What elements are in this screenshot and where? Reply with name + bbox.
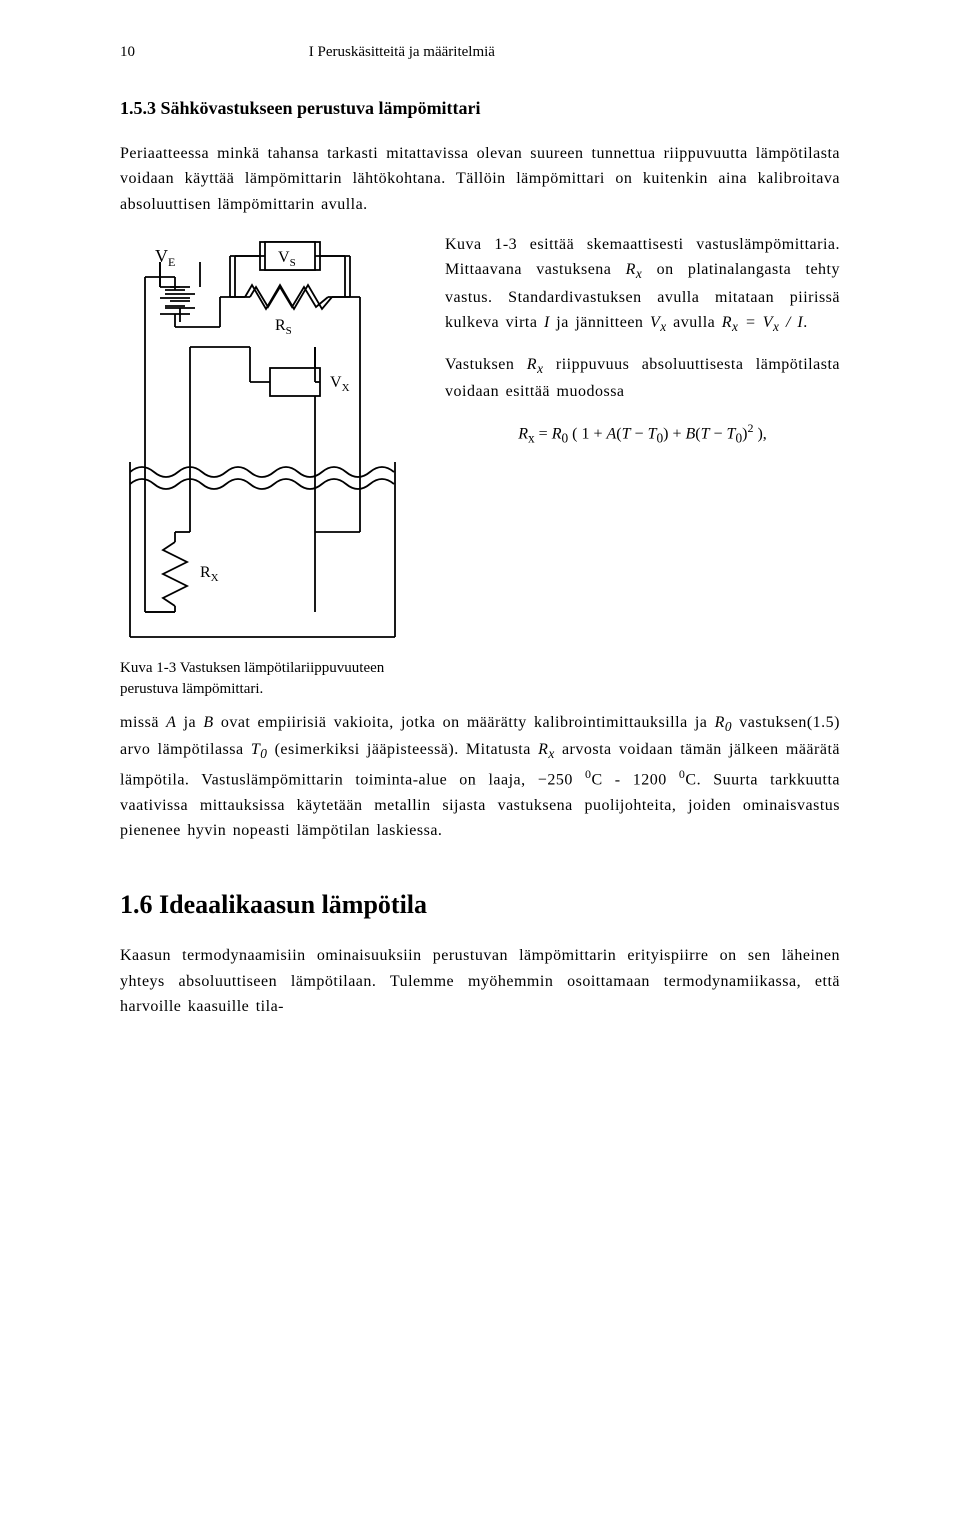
paragraph-5: Kaasun termodynaamisiin ominaisuuksiin p…	[120, 943, 840, 1020]
running-title: I Peruskäsitteitä ja määritelmiä	[309, 44, 495, 60]
figure-1-3: VE VS RS VX RX Kuva 1-3 Vastuksen lämpöt…	[120, 232, 420, 700]
paragraph-1: Periaatteessa minkä tahansa tarkasti mit…	[120, 141, 840, 218]
eq-number: (1.5)	[807, 710, 840, 736]
eq-rx-vx-i: Rx = Vx / I	[722, 314, 803, 331]
section-number: 1.6	[120, 890, 153, 919]
symbol-a: A	[166, 714, 176, 731]
symbol-vx: Vx	[650, 314, 667, 331]
label-rx: RX	[200, 564, 219, 584]
page-header: 10 I Peruskäsitteitä ja määritelmiä	[120, 40, 840, 64]
subsection-title: Sähkövastukseen perustuva lämpömittari	[161, 98, 481, 118]
subsection-number: 1.5.3	[120, 98, 156, 118]
section-heading: 1.6 Ideaalikaasun lämpötila	[120, 884, 840, 926]
symbol-b: B	[203, 714, 213, 731]
symbol-t0: T0	[251, 741, 268, 758]
section-title: Ideaalikaasun lämpötila	[159, 890, 427, 919]
label-ve: VE	[155, 246, 175, 269]
circuit-diagram: VE VS RS VX RX	[120, 232, 420, 652]
subsection-heading: 1.5.3 Sähkövastukseen perustuva lämpömit…	[120, 94, 840, 123]
symbol-rx-3: Rx	[538, 741, 555, 758]
figure-caption: Kuva 1-3 Vastuksen lämpötilariippuvuutee…	[120, 658, 420, 700]
symbol-rx: Rx	[626, 261, 643, 278]
label-vx: VX	[330, 374, 350, 394]
paragraph-4: (1.5) missä A ja B ovat empiirisiä vakio…	[120, 710, 840, 844]
page-number: 10	[120, 40, 135, 64]
symbol-r0: R0	[715, 714, 732, 731]
label-rs: RS	[275, 317, 292, 337]
symbol-rx-2: Rx	[527, 356, 544, 373]
